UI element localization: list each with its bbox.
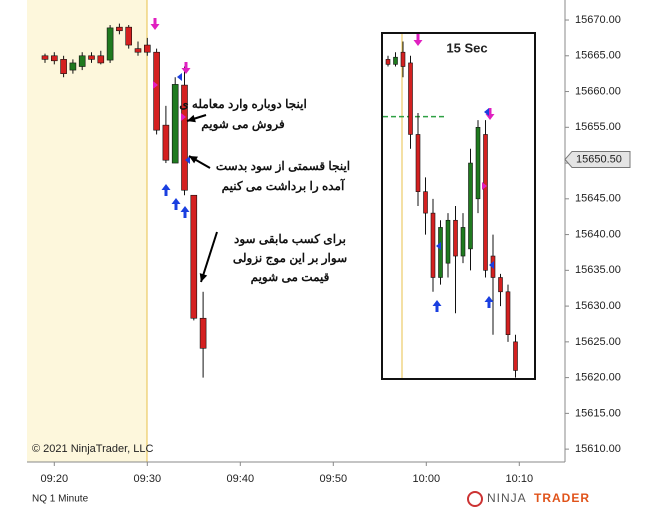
- annotation: برای کسب مابقی سود: [234, 232, 346, 247]
- candle-body: [190, 194, 198, 319]
- copyright: © 2021 NinjaTrader, LLC: [32, 443, 153, 455]
- candle-body: [116, 26, 123, 32]
- y-tick-label: 15670.00: [575, 14, 621, 26]
- candle-body: [415, 134, 421, 192]
- annotation: قیمت می شویم: [251, 270, 330, 285]
- candle-body: [453, 219, 458, 257]
- candle-body: [483, 134, 488, 271]
- annotation-arrow: [200, 231, 218, 283]
- y-tick-label: 15635.00: [575, 264, 621, 276]
- candle-body: [505, 291, 511, 335]
- candle-body: [88, 55, 95, 60]
- candle-body: [408, 62, 413, 135]
- y-tick-label: 15610.00: [575, 443, 621, 455]
- marker: [185, 156, 190, 164]
- candle-body: [430, 212, 436, 278]
- marker: [177, 73, 182, 81]
- sell-arrow: [413, 34, 423, 46]
- inset-frame: [381, 32, 536, 380]
- y-tick-label: 15640.00: [575, 228, 621, 240]
- candle-body: [78, 55, 86, 67]
- annotation-arrowhead: [199, 273, 208, 282]
- candle-body: [468, 162, 473, 250]
- candle-body: [162, 124, 170, 161]
- candle-body: [460, 227, 466, 257]
- chart-title: NQ 1 Minute: [32, 494, 89, 505]
- candle-body: [498, 277, 503, 293]
- candle-body: [171, 84, 179, 164]
- candle-body: [153, 51, 160, 131]
- y-tick-label: 15660.00: [575, 85, 621, 97]
- y-tick-label: 15625.00: [575, 336, 621, 348]
- marker: [484, 108, 489, 116]
- logo-mark: [467, 491, 483, 507]
- annotation: اینجا قسمتی از سود بدست: [216, 159, 350, 174]
- annotation: فروش می شویم: [201, 117, 285, 132]
- marker: [436, 242, 441, 250]
- logo-part: TRADER: [534, 491, 590, 505]
- buy-arrow: [161, 184, 171, 196]
- y-tick-label: 15615.00: [575, 407, 621, 419]
- x-tick-label: 10:00: [413, 473, 441, 485]
- x-tick-label: 09:40: [227, 473, 255, 485]
- buy-arrow: [484, 296, 494, 308]
- x-tick-label: 10:10: [506, 473, 534, 485]
- candle-body: [385, 59, 391, 65]
- annotation: اینجا دوباره وارد معامله ی: [179, 97, 307, 112]
- buy-arrow: [171, 198, 181, 210]
- candle-body: [144, 44, 151, 53]
- annotation-arrowhead: [189, 156, 198, 164]
- logo-part: NINJA: [487, 491, 527, 505]
- y-tick-label: 15630.00: [575, 300, 621, 312]
- candle-body: [423, 191, 428, 214]
- x-tick-label: 09:20: [41, 473, 69, 485]
- y-tick-label: 15645.00: [575, 193, 621, 205]
- candle-body: [400, 51, 406, 67]
- candle-body: [41, 55, 49, 60]
- candle-body: [97, 55, 105, 64]
- marker: [489, 261, 494, 269]
- sell-arrow: [150, 18, 160, 30]
- annotation: سوار بر این موج نزولی: [233, 251, 347, 266]
- marker: [482, 182, 487, 190]
- last-price-label: 15650.50: [576, 153, 622, 165]
- candle-body: [69, 62, 77, 71]
- pre-session-shade: [27, 0, 147, 462]
- y-tick-label: 15620.00: [575, 372, 621, 384]
- sell-arrow: [485, 108, 495, 120]
- candle-body: [199, 317, 207, 349]
- y-tick-label: 15655.00: [575, 121, 621, 133]
- candle-body: [513, 341, 518, 371]
- candle-body: [438, 227, 443, 278]
- y-tick-label: 15665.00: [575, 50, 621, 62]
- marker: [153, 81, 158, 89]
- candle-body: [125, 26, 132, 46]
- x-tick-label: 09:50: [320, 473, 348, 485]
- last-price-tag: [564, 150, 631, 168]
- annotation: آمده را برداشت می کنیم: [222, 177, 346, 194]
- candle-body: [445, 219, 451, 264]
- annotation-arrowhead: [187, 114, 196, 123]
- buy-arrow: [180, 206, 190, 218]
- sell-arrow: [181, 62, 191, 74]
- inset-title: 15 Sec: [446, 40, 487, 55]
- candle-body: [181, 84, 188, 191]
- candle-body: [134, 48, 142, 53]
- candle-body: [393, 56, 398, 65]
- candle-body: [106, 27, 114, 61]
- buy-arrow: [432, 300, 442, 312]
- x-tick-label: 09:30: [134, 473, 162, 485]
- candle-body: [475, 127, 481, 200]
- marker: [181, 113, 186, 121]
- candle-body: [50, 55, 58, 62]
- candle-body: [60, 59, 67, 74]
